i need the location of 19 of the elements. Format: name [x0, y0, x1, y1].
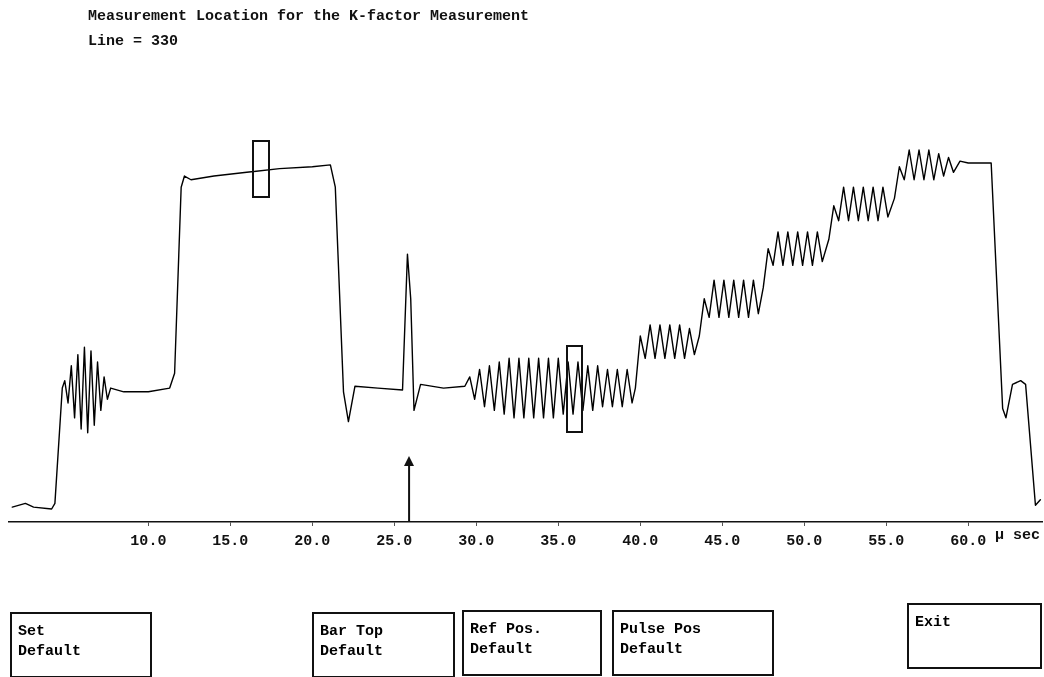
x-tick-label: 30.0	[458, 532, 495, 550]
x-axis-title: μ sec	[994, 527, 1040, 545]
x-tick-label: 25.0	[376, 532, 413, 550]
x-tick-label: 50.0	[786, 532, 823, 550]
text: Pulse Pos Default	[612, 610, 774, 676]
text: Set Default	[10, 612, 152, 677]
chart-title: Measurement Location for the K-factor Measurement	[88, 8, 530, 25]
x-tick-label: 15.0	[212, 532, 249, 550]
x-tick-label: 45.0	[704, 532, 741, 550]
x-tick-label: 20.0	[294, 532, 331, 550]
text: Exit	[907, 603, 1042, 669]
x-tick-label: 10.0	[130, 532, 167, 550]
x-tick-label: 60.0	[950, 532, 987, 550]
text: Bar Top Default	[312, 612, 455, 677]
x-tick-label: 35.0	[540, 532, 577, 550]
chart-subtitle: Line = 330	[88, 33, 179, 50]
x-tick-label: 55.0	[868, 532, 905, 550]
x-tick-label: 40.0	[622, 532, 659, 550]
text: Ref Pos. Default	[462, 610, 602, 676]
